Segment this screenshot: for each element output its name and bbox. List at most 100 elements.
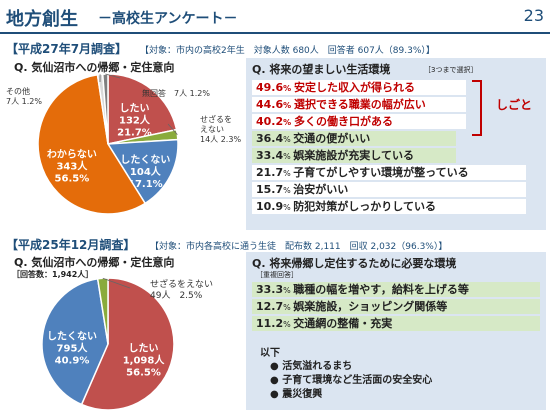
survey-row: 21.7% 子育てがしやすい環境が整っている [252,165,526,180]
row-percent-unit: % [283,303,294,312]
pie-label-0-0: したい [129,342,159,354]
pie-label-0-2: 21.7% [117,127,152,138]
row-text: 職種の幅を増やす，給料を上げる等 [293,283,469,296]
pie-label-3-0: わからない [47,148,97,160]
panel-2013: Q. 将来帰郷し定住するために必要な環境 ［重複回答］ 33.3% 職種の幅を増… [246,252,546,410]
right-question-2015: Q. 将来の望ましい生活環境 [252,63,391,76]
survey-meta-2013: 【対象：市内各高校に通う生徒 配布数 2,111 回収 2,032（96.3%）… [150,242,448,252]
panel-2015: Q. 将来の望ましい生活環境 ［3つまで選択］ 49.6% 安定した収入が得られ… [246,58,546,230]
pie-slice-5 [101,73,109,145]
pie-label-0-1: 132人 [119,113,151,126]
left-question-2013: Q. 気仙沼市への帰郷・定住意向 [14,256,175,269]
survey-row: 33.4% 娯楽施設が充実している [252,148,456,163]
row-percent-unit: % [283,203,294,212]
row-text: 多くの働き口がある [293,115,393,128]
pie-leader-1 [167,123,178,135]
row-text: 防犯対策がしっかりしている [293,200,436,213]
page-title: 地方創生 [6,9,78,30]
right-note-2013: ［重複回答］ [256,271,298,279]
page-subtitle: －高校生アンケート－ [98,11,238,27]
row-text: 治安がいい [293,183,349,196]
pie-label-2-0: せざるをえない [150,278,213,290]
left-question-2015: Q. 気仙沼市への帰郷・定住意向 [14,61,175,74]
list-head: 以下 [260,348,280,359]
header-rule [0,32,550,34]
pie-slice-0 [80,277,175,411]
survey-row: 15.7% 治安がいい [252,182,526,197]
list-item: ● 子育て環境など生活面の安全安心 [270,375,433,386]
survey-row: 49.6% 安定した収入が得られる [252,80,466,95]
survey-title-2015: 【平成27年7月調査】 [6,42,128,56]
row-percent: 40.2 [256,115,284,128]
survey-meta-2015: 【対象：市内の高校2年生 対象人数 680人 回答者 607人（89.3%）】 [140,46,435,56]
header: 地方創生 －高校生アンケート－ 23 [0,0,550,34]
pie-label-1-1: 795人 [57,341,89,354]
pie-label-0-2: 56.5% [126,367,161,378]
shigoto-bracket [472,80,482,136]
row-percent-unit: % [283,169,294,178]
row-percent-unit: % [283,135,294,144]
row-percent-unit: % [283,320,294,329]
pie-slice-0 [107,73,178,145]
survey-row: 44.6% 選択できる職業の幅が広い [252,97,466,112]
list-item: ● 震災復興 [270,389,323,400]
row-percent-unit: % [283,286,294,295]
pie-label-1-2: 14人 2.3% [200,135,241,144]
row-percent-unit: % [283,84,294,93]
pie-slice-2 [106,138,179,205]
row-percent-unit: % [283,186,294,195]
row-percent: 33.3 [256,283,284,296]
row-percent: 33.4 [256,149,284,162]
pie-leader-5 [105,73,121,79]
row-text: 安定した収入が得られる [293,81,415,94]
row-percent: 12.7 [256,300,284,313]
pie-leader-2 [102,277,131,289]
row-text: 子育てがしやすい環境が整っている [293,166,469,179]
pie-label-0-1: 1,098人 [123,353,166,366]
row-percent: 36.4 [256,132,284,145]
row-percent: 49.6 [256,81,284,94]
row-percent: 44.6 [256,98,284,111]
row-percent: 11.2 [256,317,284,330]
row-percent-unit: % [283,118,294,127]
pie-label-1-0: したくない [47,330,97,342]
pie-label-1-0: せざるを [200,114,232,124]
right-question-2013: Q. 将来帰郷し定住するために必要な環境 [252,257,457,270]
row-text: 交通網の整備・充実 [293,317,393,330]
shigoto-label: しごと [496,98,533,112]
survey-row: 11.2% 交通網の整備・充実 [252,316,540,331]
pie-label-3-1: 343人 [56,159,88,172]
pie-label-1-1: えない [200,125,224,134]
pie-label-4-1: 7人 1.2% [6,97,42,106]
row-text: 選択できる職業の幅が広い [293,98,426,111]
row-text: 交通の便がいい [293,132,371,145]
survey-row: 12.7% 娯楽施設，ショッピング関係等 [252,299,540,314]
survey-row: 40.2% 多くの働き口がある [252,114,466,129]
count-note-2013: ［回答数：1,942人］ [12,270,94,279]
right-note-2015: ［3つまで選択］ [424,66,478,74]
pie-label-5-0: 無回答 7人 1.2% [142,88,210,98]
pie-label-1-2: 40.9% [55,355,90,366]
pie-label-2-2: 17.1% [128,179,163,190]
pie-label-4-0: その他 [6,86,30,96]
list-item: ● 活気溢れるまち [270,361,353,372]
pie-label-2-1: 49人 2.5% [150,290,203,301]
page-number: 23 [523,6,544,25]
pie-slice-1 [41,277,109,406]
survey-title-2013: 【平成25年12月調査】 [6,238,136,252]
row-percent: 21.7 [256,166,284,179]
survey-row: 36.4% 交通の便がいい [252,131,456,146]
pie-label-2-0: したくない [120,154,170,166]
row-text: 娯楽施設が充実している [293,149,414,162]
row-percent: 10.9 [256,200,284,213]
row-percent-unit: % [283,152,294,161]
survey-row: 10.9% 防犯対策がしっかりしている [252,199,526,214]
pie-slice-3 [37,73,147,214]
row-percent: 15.7 [256,183,284,196]
pie-label-2-1: 104人 [130,165,162,178]
survey-row: 33.3% 職種の幅を増やす，給料を上げる等 [252,282,540,297]
pie-label-3-2: 56.5% [55,173,90,184]
row-text: 娯楽施設，ショッピング関係等 [293,300,448,313]
